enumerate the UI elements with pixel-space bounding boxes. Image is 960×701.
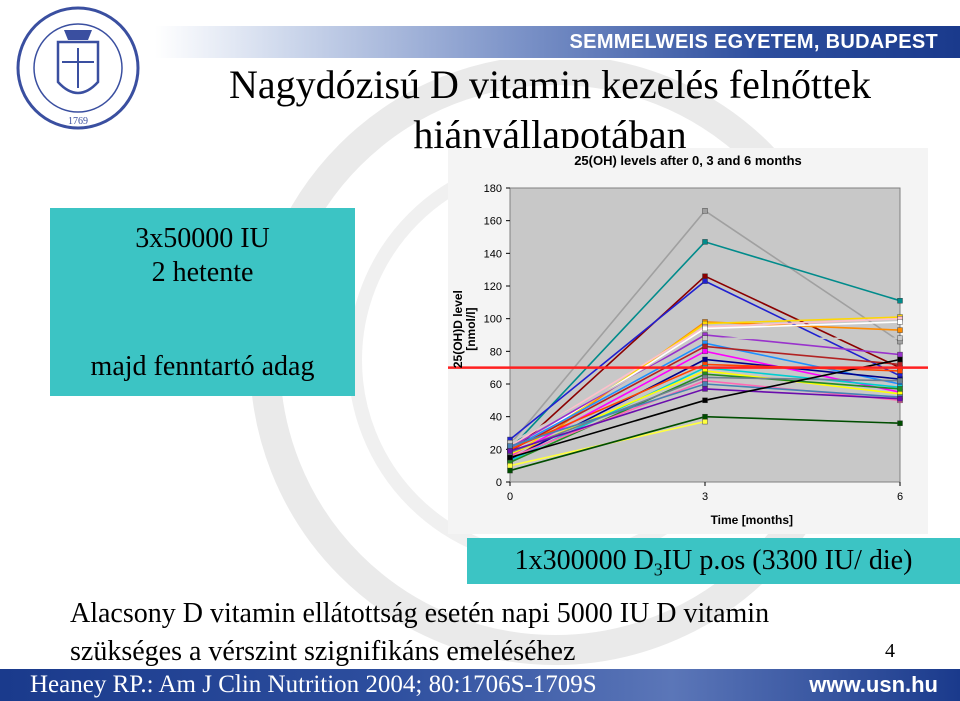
dose-subscript: 3: [653, 559, 663, 580]
series-12-point-2: [897, 361, 903, 368]
regimen-box: 3x50000 IU 2 hetente majd fenntartó adag: [50, 208, 355, 396]
dose-suffix: IU p.os (3300 IU/ die): [662, 545, 913, 576]
series-22-point-0: [507, 448, 513, 454]
series-9-point-2: [897, 351, 903, 358]
series-10-point-1: [702, 335, 708, 341]
regimen-maintenance: majd fenntartó adag: [90, 351, 315, 382]
svg-text:1769: 1769: [68, 116, 88, 127]
y-tick-label-4: 80: [490, 346, 502, 358]
y-axis-label-unit: [nmol/l]: [464, 307, 478, 350]
x-axis-label: Time [months]: [711, 513, 793, 527]
y-tick-label-6: 120: [484, 281, 502, 293]
reference-citation: Heaney RP.: Am J Clin Nutrition 2004; 80…: [30, 671, 597, 698]
y-tick-label-2: 40: [490, 412, 502, 424]
series-2-point-2: [897, 297, 903, 304]
series-12-point-1: [702, 343, 708, 350]
y-tick-label-8: 160: [484, 216, 502, 228]
chart-title: 25(OH) levels after 0, 3 and 6 months: [574, 153, 802, 168]
slide-title: Nagydózisú D vitamin kezelés felnőttek h…: [150, 60, 950, 160]
series-18-point-2: [897, 386, 903, 392]
series-24-point-1: [702, 418, 708, 425]
series-22-point-2: [897, 395, 903, 402]
series-25-point-2: [897, 420, 903, 426]
y-tick-label-0: 0: [496, 477, 502, 489]
header-banner: SEMMELWEIS EGYETEM, BUDAPEST: [155, 26, 960, 58]
x-tick-label-0: 0: [507, 491, 513, 503]
series-22-point-1: [702, 386, 708, 392]
x-axis: 0 3 6: [507, 482, 903, 503]
y-tick-label-1: 20: [490, 444, 502, 456]
y-axis-label: 25(OH)D level: [451, 290, 465, 368]
title-line-1: Nagydózisú D vitamin kezelés felnőttek: [228, 62, 872, 107]
series-23-point-2: [897, 356, 903, 363]
university-seal-logo: 1769: [16, 6, 140, 130]
series-10-point-2: [897, 335, 903, 341]
series-5-point-2: [897, 327, 903, 333]
university-name: SEMMELWEIS EGYETEM, BUDAPEST: [569, 31, 938, 53]
series-14-point-1: [702, 356, 708, 363]
dose-box: 1x300000 D3IU p.os (3300 IU/ die): [467, 538, 960, 584]
regimen-frequency: 2 hetente: [151, 257, 254, 288]
note-line-1: Alacsony D vitamin ellátottság esetén na…: [70, 598, 770, 629]
series-25-point-0: [507, 467, 513, 474]
y-tick-label-9: 180: [484, 183, 502, 195]
x-tick-label-1: 3: [702, 491, 708, 503]
y-tick-label-3: 60: [490, 379, 502, 391]
x-tick-label-2: 6: [897, 491, 903, 503]
conclusion-note: Alacsony D vitamin ellátottság esetén na…: [70, 595, 769, 671]
series-24-point-0: [507, 462, 513, 469]
series-19-point-2: [897, 378, 903, 384]
page-number: 4: [885, 640, 895, 662]
series-23-point-0: [507, 454, 513, 461]
y-tick-label-7: 140: [484, 248, 502, 260]
series-21-point-1: [702, 381, 708, 387]
series-2-point-1: [702, 239, 708, 245]
series-8-point-2: [897, 319, 903, 325]
y-axis: 0 20 40 60 80 100 120 140 160 180: [484, 183, 510, 489]
regimen-dose: 3x50000 IU: [135, 223, 270, 254]
vitamin-d-line-chart: 25(OH) levels after 0, 3 and 6 months 0 2…: [448, 148, 928, 534]
series-23-point-1: [702, 397, 708, 404]
series-3-point-1: [702, 273, 708, 279]
series-1-point-1: [702, 208, 708, 214]
y-tick-label-5: 100: [484, 314, 502, 326]
dose-prefix: 1x300000 D: [514, 545, 654, 576]
series-group: [507, 208, 903, 474]
series-4-point-1: [702, 278, 708, 284]
series-25-point-1: [702, 413, 708, 420]
series-21-point-0: [507, 443, 513, 449]
series-15-point-2: [897, 368, 903, 374]
website-url: www.usn.hu: [809, 672, 938, 697]
footer-banner: Heaney RP.: Am J Clin Nutrition 2004; 80…: [0, 669, 960, 701]
series-13-point-1: [702, 348, 708, 355]
series-8-point-1: [702, 325, 708, 332]
note-line-2: szükséges a vérszint szignifikáns emelés…: [70, 636, 576, 667]
